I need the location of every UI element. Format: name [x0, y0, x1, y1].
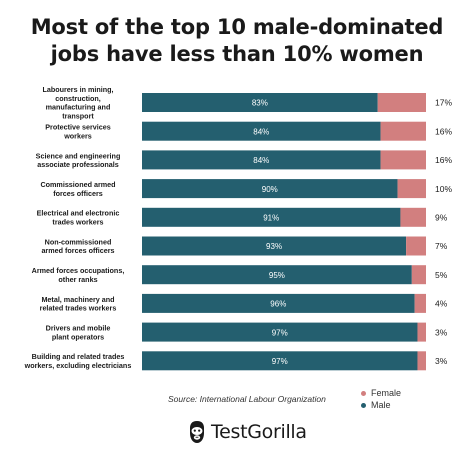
data-label-female: 4%	[435, 299, 448, 309]
legend-item-female: Female	[361, 387, 401, 399]
bar-male	[142, 236, 407, 256]
bar-male	[142, 150, 381, 170]
category-label-line: manufacturing and	[46, 103, 111, 112]
category-label-line: other ranks	[58, 275, 97, 284]
bar-female	[417, 351, 426, 371]
category-label-line: Drivers and mobile	[46, 324, 111, 333]
category-label-line: Commissioned armed	[40, 180, 115, 189]
testgorilla-logo: TestGorilla	[187, 420, 307, 444]
category-label-line: trades workers	[52, 218, 103, 227]
data-label-male: 84%	[253, 156, 269, 165]
chart-title-line-1: Most of the top 10 male-dominated	[30, 15, 444, 39]
bar-male	[142, 351, 418, 371]
category-label-line: forces officers	[53, 189, 103, 198]
data-label-female: 5%	[435, 270, 448, 280]
data-label-male: 83%	[252, 99, 268, 108]
bar-female	[414, 293, 426, 313]
legend-swatch-female	[361, 390, 366, 396]
data-label-male: 95%	[269, 271, 285, 280]
brand-name: TestGorilla	[211, 421, 307, 443]
gorilla-icon	[190, 421, 204, 443]
bar-male	[142, 179, 398, 199]
category-label-line: plant operators	[52, 332, 104, 341]
bar-female	[411, 265, 426, 285]
category-label-line: armed forces officers	[41, 246, 114, 255]
bar-female	[417, 322, 426, 342]
category-label: Electrical and electronic trades workers	[37, 209, 120, 227]
bar-male	[142, 121, 381, 141]
category-label-line: transport	[62, 112, 94, 121]
data-label-female: 17%	[435, 98, 452, 108]
category-label-line: construction,	[55, 94, 101, 103]
bar-female	[380, 121, 426, 141]
category-label: Protective services workers	[45, 123, 111, 141]
data-label-male: 91%	[263, 214, 279, 223]
data-label-female: 7%	[435, 241, 448, 251]
stacked-bar-chart: 83% 17% Labourers in mining, construction, m…	[24, 85, 452, 371]
data-label-male: 96%	[270, 300, 286, 309]
data-label-male: 97%	[272, 328, 288, 337]
category-label: Labourers in mining, construction, manufac…	[42, 85, 113, 120]
data-label-female: 3%	[435, 356, 448, 366]
category-label-line: associate professionals	[37, 160, 119, 169]
category-label: Armed forces occupations, other ranks	[32, 266, 125, 284]
legend-label-female: Female	[371, 388, 402, 398]
category-label: Drivers and mobile plant operators	[46, 324, 111, 342]
category-label: Science and engineering associate profess…	[36, 151, 121, 169]
bar-male	[142, 207, 401, 227]
bar-male	[142, 322, 418, 342]
category-label: Non-commissioned armed forces officers	[41, 237, 114, 255]
legend-swatch-male	[361, 402, 366, 408]
data-label-male: 93%	[266, 242, 282, 251]
category-label-line: workers, excluding electricians	[24, 361, 132, 370]
chart-title: Most of the top 10 male-dominated jobs h…	[0, 14, 474, 68]
source-note: Source: International Labour Organizatio…	[168, 394, 326, 404]
legend-item-male: Male	[361, 399, 401, 411]
bar-female	[400, 207, 426, 227]
legend: Female Male	[361, 387, 401, 411]
data-label-male: 90%	[262, 185, 278, 194]
category-label-line: Electrical and electronic	[37, 209, 120, 218]
bar-male	[142, 293, 415, 313]
category-label-line: Labourers in mining,	[42, 85, 113, 94]
category-label-line: Armed forces occupations,	[32, 266, 125, 275]
data-label-male: 97%	[272, 357, 288, 366]
category-label-line: Metal, machinery and	[41, 295, 114, 304]
chart-title-line-2: jobs have less than 10% women	[50, 42, 424, 66]
data-label-female: 16%	[435, 155, 452, 165]
data-label-male: 84%	[253, 127, 269, 136]
category-label: Commissioned armed forces officers	[40, 180, 115, 198]
data-label-female: 10%	[435, 184, 452, 194]
category-label: Building and related trades workers, excl…	[24, 352, 132, 370]
category-label-line: workers	[63, 131, 92, 140]
bar-male	[142, 265, 412, 285]
bar-female	[377, 93, 426, 112]
category-label: Metal, machinery and related trades worke…	[40, 295, 117, 313]
data-label-female: 16%	[435, 126, 452, 136]
bar-male	[142, 93, 378, 112]
data-label-female: 9%	[435, 213, 448, 223]
bar-female	[380, 150, 426, 170]
bar-female	[406, 236, 426, 256]
category-label-line: Science and engineering	[36, 151, 121, 160]
data-label-female: 3%	[435, 327, 448, 337]
category-label-line: Building and related trades	[32, 352, 125, 361]
legend-label-male: Male	[371, 400, 391, 410]
bar-female	[397, 179, 426, 199]
category-label-line: Protective services	[45, 123, 111, 132]
category-label-line: Non-commissioned	[45, 237, 112, 246]
category-label-line: related trades workers	[40, 304, 117, 313]
